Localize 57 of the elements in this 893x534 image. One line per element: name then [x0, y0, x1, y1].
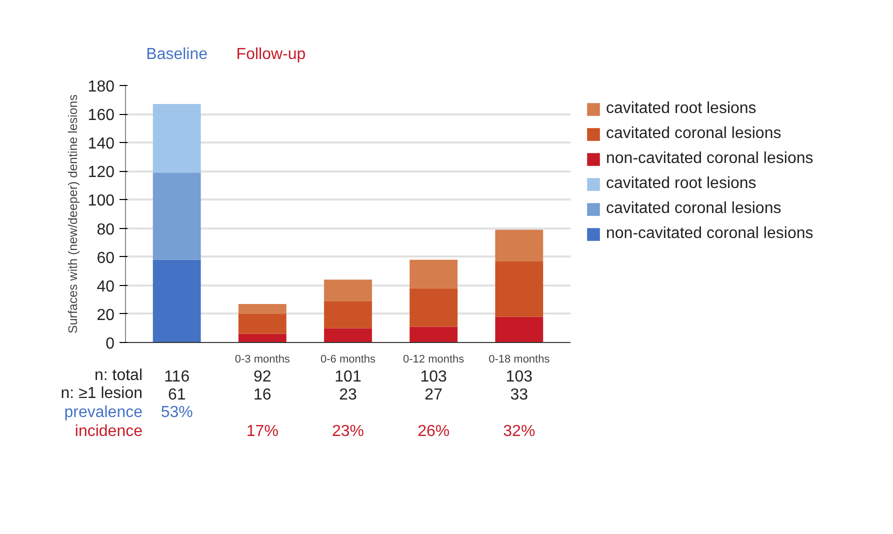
- text: 32%: [503, 423, 536, 440]
- y-tick-label: 60: [96, 250, 115, 267]
- text: Follow-up: [236, 46, 306, 63]
- bar: [238, 304, 286, 314]
- x-tick-label: 0-18 months: [488, 354, 550, 366]
- text: 101: [334, 368, 362, 386]
- y-tick-label: 120: [88, 164, 115, 182]
- text: incidence: [74, 423, 143, 440]
- bar: [152, 260, 201, 342]
- text: 103: [420, 368, 448, 386]
- bar: [495, 261, 544, 317]
- text: 27: [424, 386, 443, 404]
- bar: [410, 260, 458, 288]
- bar: [410, 326, 458, 342]
- y-tick-label: 160: [88, 107, 115, 124]
- text: n: ≥1 lesion: [60, 385, 142, 402]
- text: 16: [254, 386, 272, 404]
- text: 33: [510, 386, 528, 404]
- legend-label: non-cavitated coronal lesions: [606, 225, 814, 243]
- y-tick-label: 140: [88, 136, 115, 153]
- bar: [495, 230, 544, 262]
- text: Baseline: [146, 46, 208, 63]
- y-tick-label: 40: [96, 278, 115, 296]
- text: n: total: [94, 367, 142, 384]
- text: 17%: [246, 423, 278, 440]
- x-tick-label: 0-12 months: [403, 354, 465, 366]
- legend-label: cavitated coronal lesions: [606, 125, 782, 143]
- bar: [324, 280, 372, 302]
- text: 61: [168, 386, 186, 404]
- legend-label: cavitated root lesions: [606, 175, 756, 193]
- bar: [238, 334, 286, 342]
- text: prevalence: [64, 404, 143, 421]
- text: 26%: [418, 423, 450, 440]
- legend-label: non-cavitated coronal lesions: [606, 150, 814, 168]
- legend-label: cavitated coronal lesions: [606, 200, 782, 218]
- text: 92: [254, 368, 272, 386]
- bar: [238, 314, 286, 334]
- bar: [152, 104, 201, 173]
- text: 103: [506, 368, 533, 386]
- y-tick-label: 20: [96, 306, 115, 324]
- legend-label: cavitated root lesions: [606, 100, 756, 118]
- text: 23: [339, 386, 357, 404]
- bar: [324, 328, 372, 342]
- text: 53%: [160, 404, 193, 421]
- y-tick-label: 100: [88, 192, 115, 210]
- bar: [495, 316, 544, 342]
- text: 23%: [332, 423, 364, 440]
- y-axis-title: Surfaces with (new/deeper) dentine lesions: [66, 94, 80, 334]
- x-tick-label: 0-3 months: [234, 354, 290, 366]
- y-tick-label: 180: [88, 78, 115, 96]
- text: 116: [164, 368, 190, 386]
- bar: [410, 288, 458, 327]
- bar: [324, 301, 372, 328]
- y-tick-label: 0: [106, 336, 115, 352]
- x-tick-label: 0-6 months: [320, 354, 376, 366]
- y-tick-label: 80: [96, 221, 115, 238]
- bar: [152, 172, 201, 260]
